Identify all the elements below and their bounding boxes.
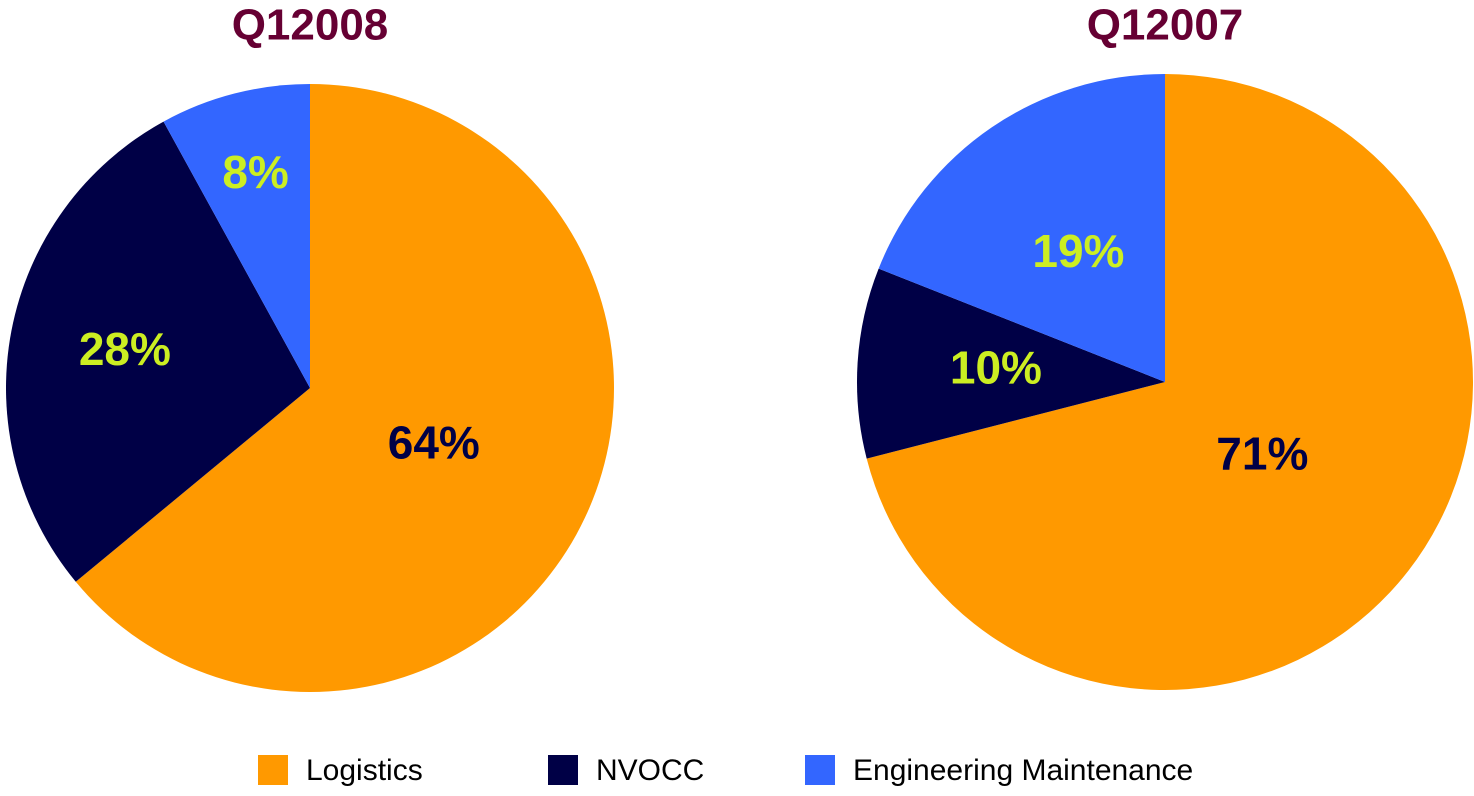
pie-slice bbox=[163, 84, 310, 388]
pie-slice bbox=[75, 84, 614, 692]
value-label: 10% bbox=[950, 342, 1042, 394]
value-label: 28% bbox=[79, 323, 171, 375]
value-label: 64% bbox=[388, 416, 480, 468]
pie-slice bbox=[866, 74, 1473, 691]
chart-title: Q12007 bbox=[1087, 1, 1244, 50]
chart-title: Q12008 bbox=[232, 1, 389, 50]
pie-slice bbox=[857, 268, 1165, 459]
pie-slice bbox=[878, 74, 1165, 382]
value-label: 71% bbox=[1216, 428, 1308, 480]
legend-swatch bbox=[805, 755, 835, 785]
legend-label: NVOCC bbox=[596, 754, 704, 787]
legend-swatch bbox=[258, 755, 288, 785]
legend-swatch bbox=[548, 755, 578, 785]
legend-label: Engineering Maintenance bbox=[853, 754, 1193, 787]
value-label: 8% bbox=[222, 146, 288, 198]
legend-label: Logistics bbox=[306, 754, 423, 787]
pie-slice bbox=[5, 121, 310, 582]
value-label: 19% bbox=[1032, 225, 1124, 277]
